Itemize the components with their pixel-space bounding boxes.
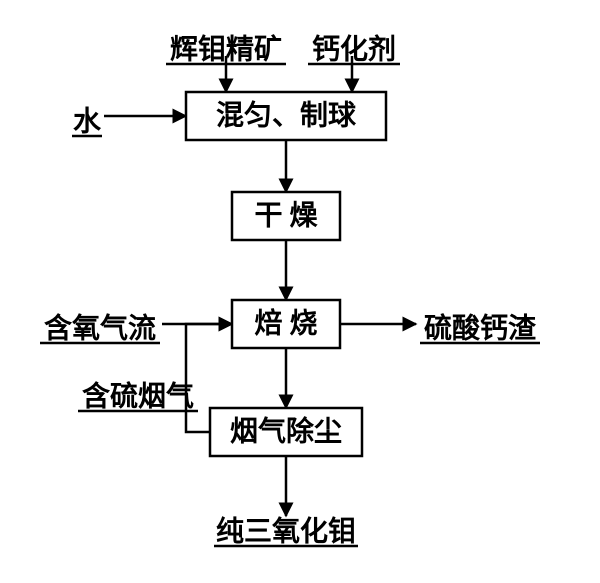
- node-label: 烟气除尘: [230, 414, 342, 447]
- node-label: 焙 烧: [254, 306, 317, 339]
- node-lbl_sulfur: 含硫烟气: [78, 379, 198, 412]
- node-in_calcifier: 钙化剂: [308, 33, 400, 65]
- node-label: 含硫烟气: [82, 379, 194, 412]
- node-label: 干 燥: [254, 199, 318, 231]
- node-in_oxygen: 含氧气流: [40, 311, 160, 344]
- node-label: 纯三氧化钼: [216, 515, 356, 547]
- node-out_product: 纯三氧化钼: [214, 515, 358, 547]
- node-label: 水: [73, 105, 102, 137]
- node-in_water: 水: [72, 105, 102, 137]
- node-label: 混匀、制球: [216, 99, 357, 131]
- node-out_slag: 硫酸钙渣: [420, 311, 540, 344]
- node-proc_roast: 焙 烧: [232, 300, 340, 348]
- node-in_concentrate: 辉钼精矿: [166, 33, 286, 65]
- node-proc_dust: 烟气除尘: [210, 408, 362, 456]
- node-proc_dry: 干 燥: [232, 192, 340, 240]
- node-label: 含氧气流: [44, 311, 156, 344]
- node-label: 硫酸钙渣: [424, 311, 537, 344]
- node-label: 钙化剂: [312, 33, 396, 65]
- node-label: 辉钼精矿: [170, 33, 282, 65]
- node-proc_mix: 混匀、制球: [186, 92, 386, 140]
